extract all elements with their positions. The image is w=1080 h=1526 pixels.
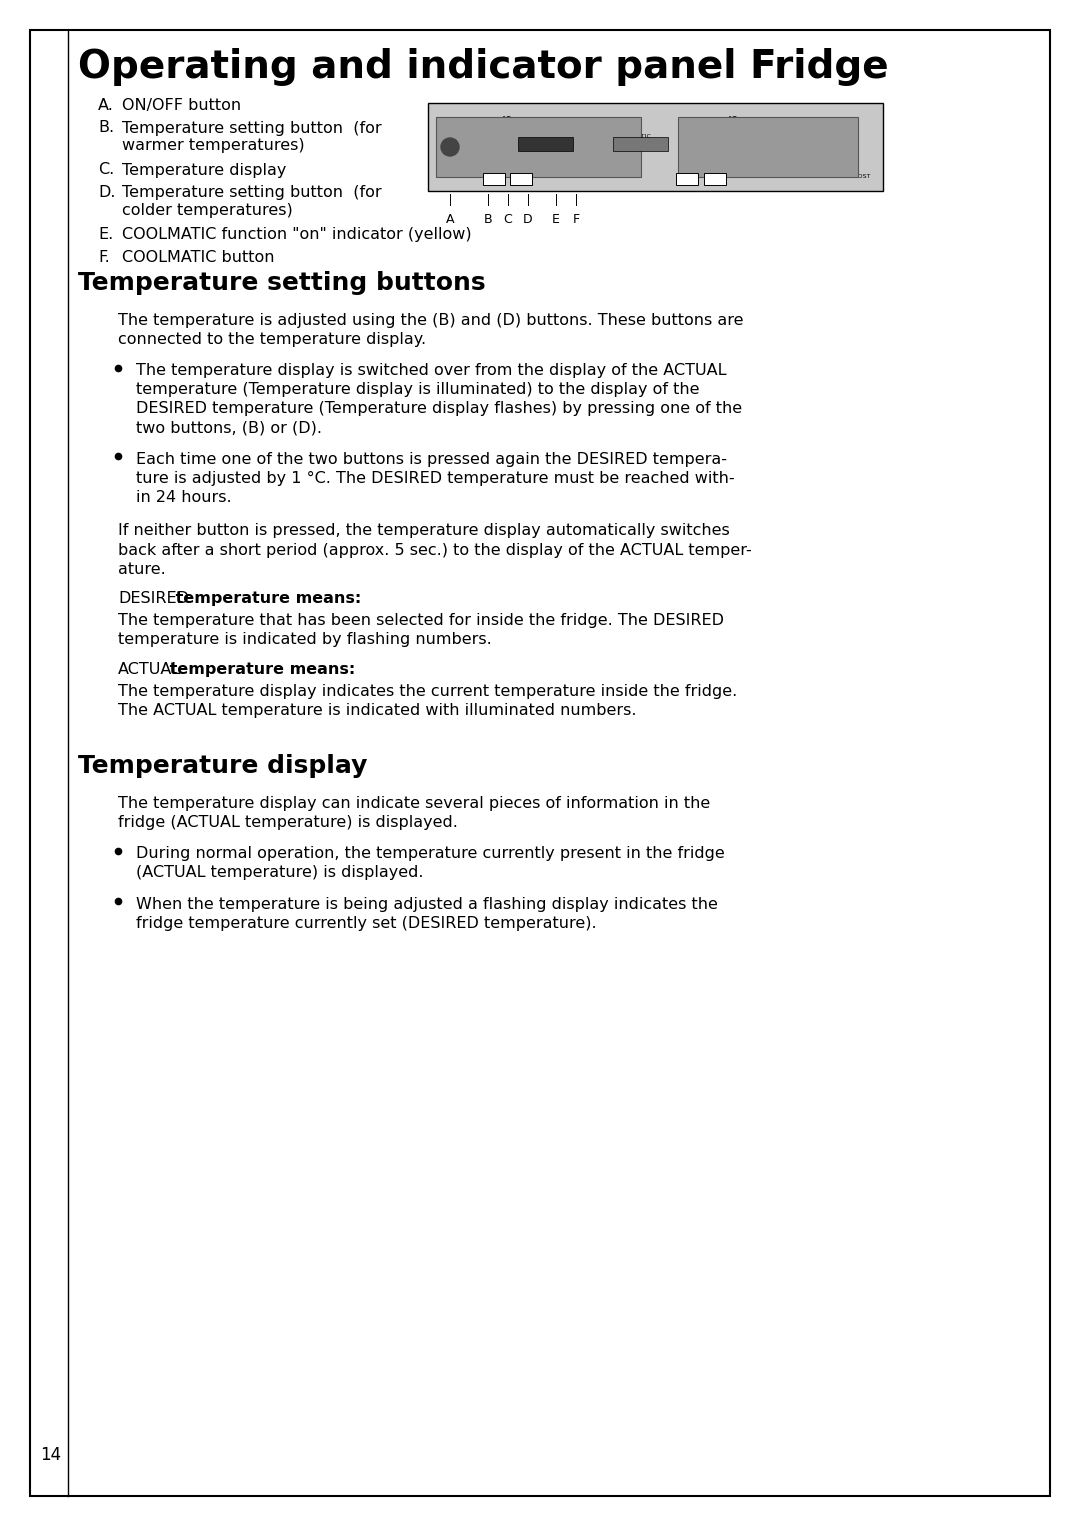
Text: colder temperatures): colder temperatures) [122,203,293,218]
Text: DESIRED temperature (Temperature display flashes) by pressing one of the: DESIRED temperature (Temperature display… [136,401,742,417]
Text: warmer temperatures): warmer temperatures) [122,139,305,154]
Text: F: F [572,214,580,226]
Bar [678,118,858,177]
Text: The temperature that has been selected for inside the fridge. The DESIRED: The temperature that has been selected f… [118,613,724,629]
Text: Each time one of the two buttons is pressed again the DESIRED tempera-: Each time one of the two buttons is pres… [136,452,727,467]
Text: FROSTMATIC: FROSTMATIC [611,134,651,139]
Text: The temperature display is switched over from the display of the ACTUAL: The temperature display is switched over… [136,363,727,378]
Text: D: D [523,214,532,226]
Text: NO FROST: NO FROST [838,174,870,179]
Text: B.: B. [98,121,114,136]
Text: -: - [519,174,523,185]
Text: °C: °C [501,116,511,125]
Text: During normal operation, the temperature currently present in the fridge: During normal operation, the temperature… [136,847,725,861]
Text: A.: A. [98,98,113,113]
Text: temperature is indicated by flashing numbers.: temperature is indicated by flashing num… [118,632,491,647]
Text: The temperature is adjusted using the (B) and (D) buttons. These buttons are: The temperature is adjusted using the (B… [118,313,743,328]
Text: E.: E. [98,227,113,243]
Bar [518,137,573,151]
Text: °C: °C [727,116,737,125]
Text: two buttons, (B) or (D).: two buttons, (B) or (D). [136,421,322,435]
Text: D.: D. [98,185,116,200]
Text: Temperature setting buttons: Temperature setting buttons [78,272,486,295]
Text: ature.: ature. [118,562,165,577]
Text: Temperature setting button  (for: Temperature setting button (for [122,121,381,136]
Text: Temperature display: Temperature display [122,162,286,177]
Text: temperature means:: temperature means: [170,591,361,606]
Text: in 24 hours.: in 24 hours. [136,490,231,505]
Bar [613,137,669,151]
Bar [704,174,726,185]
Text: C: C [503,214,512,226]
Text: C.: C. [98,162,114,177]
Text: connected to the temperature display.: connected to the temperature display. [118,333,427,348]
Text: F.: F. [98,249,110,264]
Text: A: A [446,214,455,226]
Bar [676,174,698,185]
Text: ture is adjusted by 1 °C. The DESIRED temperature must be reached with-: ture is adjusted by 1 °C. The DESIRED te… [136,472,734,485]
Text: ON/OFF button: ON/OFF button [122,98,241,113]
Text: temperature (Temperature display is illuminated) to the display of the: temperature (Temperature display is illu… [136,382,700,397]
Text: (ACTUAL temperature) is displayed.: (ACTUAL temperature) is displayed. [136,865,423,881]
Text: The ACTUAL temperature is indicated with illuminated numbers.: The ACTUAL temperature is indicated with… [118,703,636,719]
Text: B: B [484,214,492,226]
Text: temperature means:: temperature means: [164,662,355,676]
Bar [436,118,642,177]
Text: Operating and indicator panel Fridge: Operating and indicator panel Fridge [78,47,889,85]
Circle shape [441,137,459,156]
Text: The temperature display indicates the current temperature inside the fridge.: The temperature display indicates the cu… [118,684,738,699]
Text: fridge (ACTUAL temperature) is displayed.: fridge (ACTUAL temperature) is displayed… [118,815,458,830]
Text: 14: 14 [40,1447,62,1463]
Text: E: E [552,214,559,226]
Text: +: + [683,174,691,185]
Text: ACTUAL: ACTUAL [118,662,181,676]
Text: If neither button is pressed, the temperature display automatically switches: If neither button is pressed, the temper… [118,523,730,539]
Text: COOLMATIC button: COOLMATIC button [122,249,274,264]
Text: -: - [713,174,717,185]
Text: Temperature setting button  (for: Temperature setting button (for [122,185,381,200]
Text: DESIRED: DESIRED [118,591,189,606]
Bar [483,174,505,185]
Text: +: + [490,174,498,185]
Text: back after a short period (approx. 5 sec.) to the display of the ACTUAL temper-: back after a short period (approx. 5 sec… [118,543,752,557]
Text: When the temperature is being adjusted a flashing display indicates the: When the temperature is being adjusted a… [136,897,718,911]
Bar [510,174,532,185]
Text: The temperature display can indicate several pieces of information in the: The temperature display can indicate sev… [118,797,711,812]
Text: 18: 18 [690,121,725,145]
Text: Temperature display: Temperature display [78,754,367,778]
Text: COOLMATIC: COOLMATIC [516,134,553,139]
Text: fridge temperature currently set (DESIRED temperature).: fridge temperature currently set (DESIRE… [136,916,596,931]
Text: COOLMATIC function "on" indicator (yellow): COOLMATIC function "on" indicator (yello… [122,227,472,243]
Bar [428,102,883,191]
Text: 5: 5 [480,121,498,145]
Text: ALARM: ALARM [760,134,782,139]
